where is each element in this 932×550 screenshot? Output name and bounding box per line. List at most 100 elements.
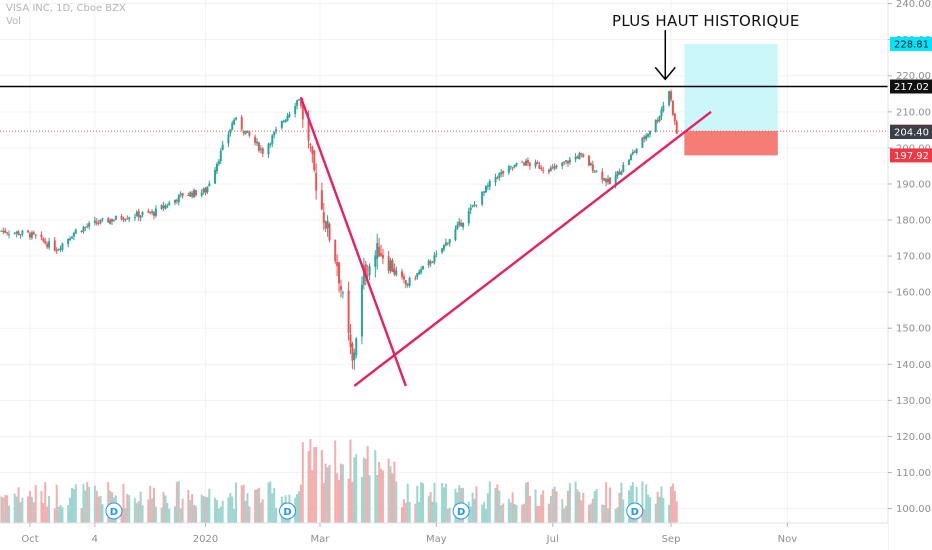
- candle-body: [553, 166, 556, 169]
- volume-bar: [494, 487, 497, 523]
- price-tag: 228.81: [890, 36, 932, 51]
- volume-bar: [153, 487, 156, 523]
- candle-body: [4, 230, 7, 233]
- volume-bar: [347, 478, 350, 523]
- time-axis[interactable]: Oct 4 2020 Mar May Jul Sep Nov: [0, 522, 888, 550]
- price-tag-bg: [890, 36, 932, 51]
- volume-bar: [95, 490, 98, 523]
- price-tick-label: 120.00: [896, 432, 931, 443]
- volume-bar: [469, 506, 472, 523]
- volume-bar: [414, 503, 417, 523]
- volume-bar: [502, 503, 505, 523]
- volume-bar: [74, 484, 77, 523]
- volume-bar: [189, 499, 192, 523]
- volume-bar: [269, 481, 272, 523]
- candle-body: [376, 243, 379, 259]
- volume-bar: [257, 487, 260, 523]
- volume-bar: [374, 449, 377, 523]
- volume-bar: [563, 508, 566, 523]
- price-tick-label: 190.00: [896, 179, 931, 190]
- volume-bar: [576, 489, 579, 523]
- price-tick-label: 240.00: [896, 0, 931, 10]
- volume-bar: [15, 496, 18, 523]
- volume-bar: [643, 508, 646, 523]
- candle-body: [111, 219, 114, 222]
- candle-body: [267, 143, 270, 155]
- volume-bar: [242, 484, 245, 523]
- dividend-marker: [105, 502, 123, 520]
- candle-body: [280, 120, 283, 128]
- candle-body: [608, 177, 611, 185]
- candle-body: [551, 166, 554, 168]
- volume-bar: [649, 497, 652, 523]
- candle-body: [29, 233, 31, 238]
- volume-bar: [42, 502, 45, 523]
- price-tag-label: 197.92: [894, 151, 929, 162]
- candle-body: [307, 120, 310, 141]
- volume-bar: [80, 508, 83, 523]
- candle-body: [114, 215, 117, 220]
- candle-body: [515, 162, 518, 166]
- candle-body: [309, 144, 312, 146]
- volume-bar: [231, 496, 234, 523]
- volume-bar: [21, 497, 24, 523]
- trendlines[interactable]: [299, 96, 712, 387]
- candle-body: [248, 131, 251, 136]
- volume-bar: [525, 482, 528, 523]
- time-tick-label: Nov: [778, 534, 798, 545]
- candle-body: [380, 253, 383, 256]
- volume-bar: [147, 499, 150, 523]
- volume-bar: [70, 487, 73, 523]
- candle-body: [645, 135, 648, 140]
- candle-body: [401, 271, 404, 277]
- candle-body: [164, 205, 167, 210]
- candle-body: [513, 164, 516, 168]
- volume-bar: [67, 505, 70, 523]
- candle-body: [334, 239, 337, 262]
- price-tag: 197.92: [890, 148, 932, 163]
- volume-bar: [498, 490, 501, 523]
- candle-body: [324, 221, 327, 229]
- candle-body: [528, 162, 531, 166]
- candle-body: [484, 186, 487, 193]
- candle-body: [246, 130, 249, 133]
- time-tick-label: Jul: [546, 534, 559, 545]
- trendline: [299, 96, 407, 387]
- position-zones: [684, 43, 778, 156]
- volume-bar: [311, 470, 314, 523]
- candle-body: [507, 166, 510, 173]
- candle-body: [475, 204, 478, 206]
- candle-body: [591, 164, 594, 172]
- candle-body: [244, 130, 247, 135]
- candle-body: [433, 255, 436, 263]
- time-tick-label: Oct: [21, 534, 38, 545]
- volume-bar: [313, 447, 316, 523]
- price-axis[interactable]: 240.00230.00220.00210.00200.00190.00180.…: [887, 0, 932, 550]
- candle-body: [500, 171, 503, 175]
- candle-body: [15, 231, 18, 234]
- volume-bar: [88, 486, 91, 523]
- candle-body: [460, 222, 463, 226]
- volume-bar: [587, 504, 590, 523]
- volume-bar: [593, 491, 596, 523]
- candle-body: [322, 212, 325, 223]
- candle-body: [160, 205, 163, 209]
- candle-body: [656, 120, 659, 122]
- candle-body: [46, 243, 49, 248]
- volume-bar: [275, 507, 278, 523]
- candle-body: [540, 167, 543, 169]
- volume-bar: [431, 501, 434, 523]
- candle-body: [8, 234, 11, 236]
- candle-body: [288, 114, 291, 117]
- candle-body: [578, 152, 581, 160]
- volume-bar: [622, 499, 625, 523]
- stop-zone: [684, 131, 778, 156]
- volume-bar: [267, 482, 270, 523]
- volume-bar: [542, 490, 545, 523]
- candle-body: [471, 205, 474, 207]
- candle-body: [446, 242, 449, 244]
- volume-bar: [248, 506, 251, 523]
- candle-body: [74, 229, 77, 234]
